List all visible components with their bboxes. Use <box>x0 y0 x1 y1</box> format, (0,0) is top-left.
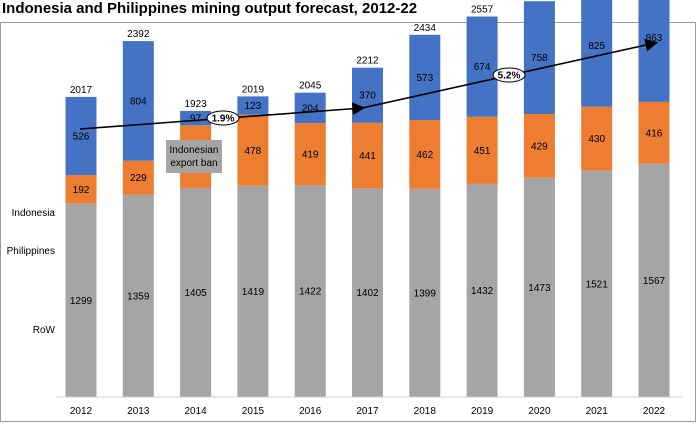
total-label-2016: 2045 <box>299 81 322 92</box>
bar-row-2012 <box>65 203 97 397</box>
data-label-philippines-2020: 429 <box>531 141 548 152</box>
data-label-row-2014: 1405 <box>184 288 207 299</box>
bar-philippines-2013 <box>122 160 154 195</box>
cagr-oval-2 <box>492 67 526 83</box>
bar-philippines-2017 <box>352 122 383 189</box>
data-label-indonesia-2014: 97 <box>190 114 202 125</box>
x-tick-2022: 2022 <box>643 406 666 417</box>
bar-row-2014 <box>180 187 212 397</box>
bar-philippines-2018 <box>409 120 441 189</box>
series-label-indonesia: Indonesia <box>12 208 56 219</box>
data-label-row-2017: 1402 <box>356 288 379 299</box>
total-label-2012: 2017 <box>70 85 93 96</box>
bar-philippines-2012 <box>65 175 97 204</box>
x-tick-2012: 2012 <box>70 406 93 417</box>
data-label-philippines-2021: 430 <box>588 134 605 145</box>
bar-indonesia-2022 <box>638 0 670 102</box>
x-tick-2019: 2019 <box>471 406 494 417</box>
data-label-indonesia-2021: 825 <box>588 41 605 52</box>
bar-indonesia-2020 <box>523 1 555 115</box>
bar-indonesia-2019 <box>466 16 498 117</box>
cagr-label-1: 1.9% <box>212 114 235 125</box>
bar-row-2017 <box>352 188 383 397</box>
data-label-philippines-2017: 441 <box>359 151 376 162</box>
bar-row-2020 <box>523 177 555 397</box>
bar-philippines-2022 <box>638 101 670 164</box>
data-label-row-2021: 1521 <box>586 279 609 290</box>
data-label-row-2020: 1473 <box>528 283 551 294</box>
data-label-row-2018: 1399 <box>414 288 437 299</box>
chart-frame <box>0 22 696 422</box>
bar-indonesia-2016 <box>294 92 326 124</box>
bar-philippines-2019 <box>466 116 498 184</box>
data-label-indonesia-2019: 674 <box>474 62 491 73</box>
bar-philippines-2016 <box>294 123 326 186</box>
data-label-indonesia-2022: 863 <box>646 33 663 44</box>
bar-row-2015 <box>237 185 269 397</box>
data-label-philippines-2012: 192 <box>73 185 90 196</box>
cagr-oval-1 <box>206 110 240 126</box>
bar-indonesia-2018 <box>409 34 441 121</box>
data-label-row-2012: 1299 <box>70 296 93 307</box>
data-label-indonesia-2012: 526 <box>73 132 90 143</box>
bar-philippines-2015 <box>237 114 269 186</box>
data-label-philippines-2016: 419 <box>302 150 319 161</box>
data-label-indonesia-2020: 758 <box>531 53 548 64</box>
x-tick-2020: 2020 <box>528 406 551 417</box>
bar-row-2013 <box>122 194 154 397</box>
total-label-2014: 1923 <box>184 99 207 110</box>
series-label-row: RoW <box>33 325 56 336</box>
bar-row-2021 <box>581 170 613 397</box>
bar-row-2018 <box>409 188 441 397</box>
x-tick-2018: 2018 <box>414 406 437 417</box>
data-label-indonesia-2018: 573 <box>416 73 433 84</box>
bar-indonesia-2015 <box>237 96 269 115</box>
data-label-philippines-2018: 462 <box>416 150 433 161</box>
export-ban-text-1: Indonesian <box>170 145 219 156</box>
cagr-label-2: 5.2% <box>498 71 521 82</box>
data-label-indonesia-2013: 804 <box>130 96 147 107</box>
chart-title: Indonesia and Philippines mining output … <box>2 0 418 17</box>
data-label-row-2013: 1359 <box>127 291 150 302</box>
series-label-philippines: Philippines <box>7 246 55 257</box>
bar-indonesia-2012 <box>65 96 97 176</box>
x-tick-2016: 2016 <box>299 406 322 417</box>
x-tick-2014: 2014 <box>184 406 207 417</box>
x-tick-2013: 2013 <box>127 406 150 417</box>
data-label-row-2016: 1422 <box>299 287 322 298</box>
bar-indonesia-2013 <box>122 41 154 161</box>
x-tick-2021: 2021 <box>586 406 609 417</box>
data-label-row-2015: 1419 <box>242 287 265 298</box>
data-label-philippines-2013: 229 <box>130 173 147 184</box>
data-label-indonesia-2015: 123 <box>245 101 262 112</box>
data-label-indonesia-2016: 204 <box>302 103 319 114</box>
export-ban-text-2: export ban <box>170 158 217 169</box>
bar-row-2019 <box>466 183 498 397</box>
total-label-2019: 2557 <box>471 5 494 16</box>
data-label-philippines-2022: 416 <box>646 128 663 139</box>
bar-row-2022 <box>638 163 670 397</box>
total-label-2015: 2019 <box>242 84 265 95</box>
bar-philippines-2020 <box>523 114 555 178</box>
x-tick-2017: 2017 <box>356 406 379 417</box>
export-ban-callout: Indonesian export ban <box>166 140 222 173</box>
bar-row-2016 <box>294 185 326 397</box>
data-label-philippines-2019: 451 <box>474 146 491 157</box>
data-label-indonesia-2017: 370 <box>359 91 376 102</box>
x-tick-2015: 2015 <box>242 406 265 417</box>
export-ban-box <box>166 140 222 173</box>
data-label-philippines-2015: 478 <box>245 146 262 157</box>
bar-philippines-2021 <box>581 106 613 171</box>
total-label-2018: 2434 <box>414 23 437 34</box>
data-label-row-2022: 1567 <box>643 276 666 287</box>
total-label-2017: 2212 <box>356 56 379 67</box>
total-label-2013: 2392 <box>127 29 150 40</box>
data-label-row-2019: 1432 <box>471 286 494 297</box>
